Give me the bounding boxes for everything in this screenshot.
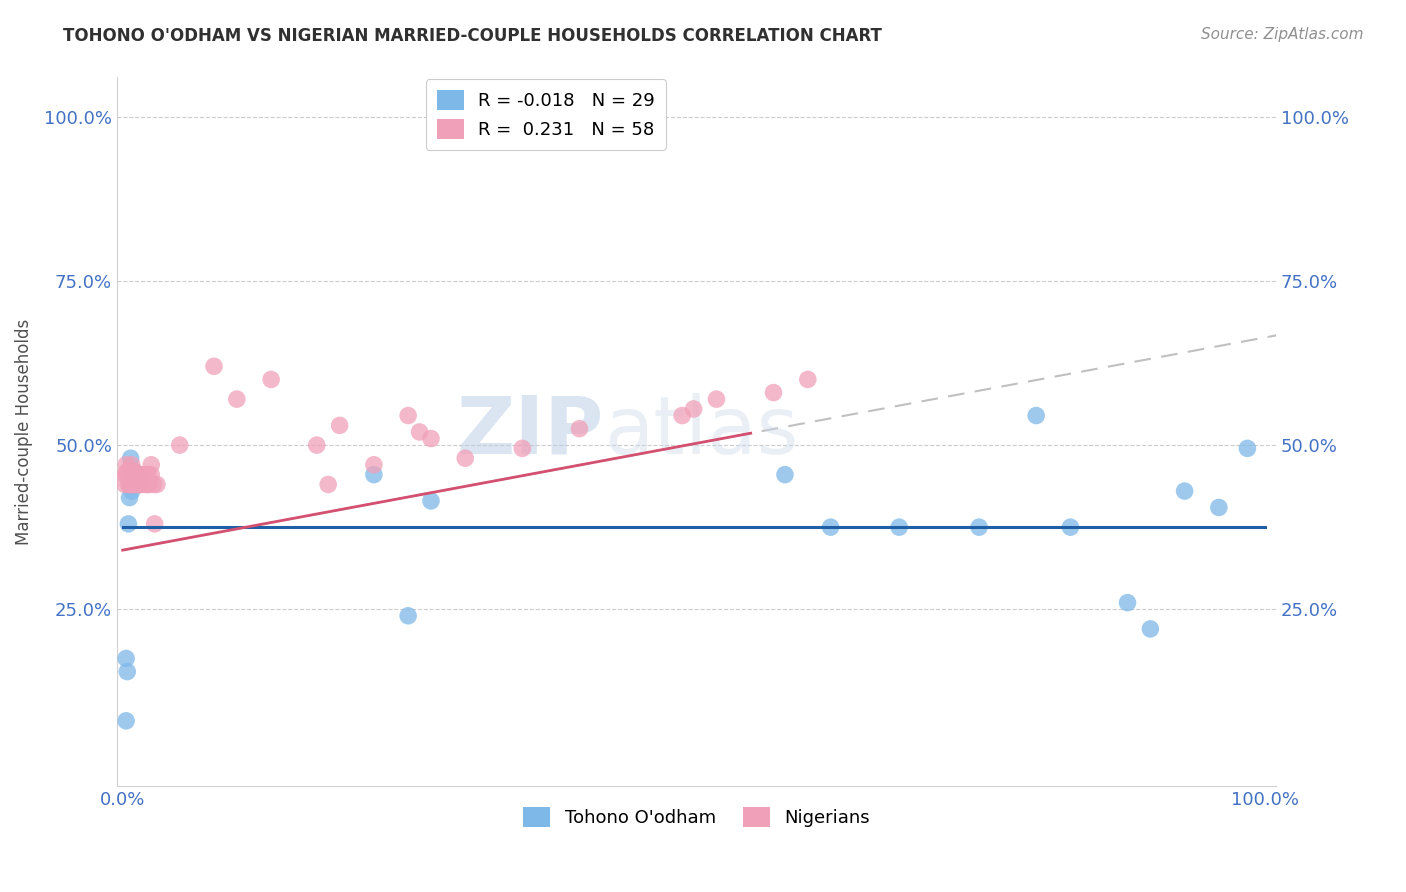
Point	[1059, 520, 1081, 534]
Point	[136, 467, 159, 482]
Point	[122, 464, 145, 478]
Point	[260, 372, 283, 386]
Point	[329, 418, 352, 433]
Point	[120, 451, 142, 466]
Point	[889, 520, 911, 534]
Point	[225, 392, 247, 406]
Point	[121, 477, 143, 491]
Point	[134, 467, 156, 482]
Point	[122, 464, 145, 478]
Point	[138, 477, 160, 491]
Point	[1208, 500, 1230, 515]
Point	[773, 467, 796, 482]
Point	[129, 477, 152, 491]
Point	[120, 467, 142, 482]
Point	[115, 714, 138, 728]
Point	[762, 385, 785, 400]
Point	[118, 471, 141, 485]
Y-axis label: Married-couple Households: Married-couple Households	[15, 318, 32, 545]
Legend: Tohono O'odham, Nigerians: Tohono O'odham, Nigerians	[516, 800, 877, 834]
Point	[122, 477, 145, 491]
Point	[396, 409, 419, 423]
Point	[117, 467, 139, 482]
Point	[120, 477, 142, 491]
Point	[117, 464, 139, 478]
Point	[114, 477, 136, 491]
Point	[121, 464, 143, 478]
Point	[512, 442, 534, 456]
Point	[135, 477, 157, 491]
Point	[127, 467, 149, 482]
Point	[127, 477, 149, 491]
Point	[797, 372, 820, 386]
Point	[122, 467, 145, 482]
Point	[121, 484, 143, 499]
Point	[118, 467, 141, 482]
Point	[1139, 622, 1161, 636]
Point	[120, 477, 142, 491]
Point	[1236, 442, 1258, 456]
Point	[122, 467, 145, 482]
Point	[454, 451, 477, 466]
Point	[118, 477, 141, 491]
Point	[122, 477, 145, 491]
Point	[363, 467, 385, 482]
Point	[671, 409, 693, 423]
Point	[141, 467, 163, 482]
Point	[682, 402, 704, 417]
Point	[1025, 409, 1047, 423]
Point	[142, 477, 165, 491]
Point	[122, 477, 145, 491]
Point	[125, 477, 148, 491]
Point	[316, 477, 339, 491]
Point	[121, 458, 143, 472]
Point	[305, 438, 328, 452]
Point	[124, 477, 146, 491]
Point	[146, 477, 169, 491]
Point	[132, 467, 155, 482]
Point	[967, 520, 990, 534]
Point	[408, 425, 430, 439]
Point	[420, 494, 443, 508]
Point	[124, 467, 146, 482]
Point	[202, 359, 225, 374]
Point	[1174, 484, 1197, 499]
Point	[121, 467, 143, 482]
Text: atlas: atlas	[603, 393, 799, 471]
Point	[141, 458, 163, 472]
Point	[122, 467, 145, 482]
Point	[115, 458, 138, 472]
Point	[1116, 596, 1139, 610]
Point	[118, 491, 141, 505]
Point	[114, 467, 136, 482]
Text: TOHONO O'ODHAM VS NIGERIAN MARRIED-COUPLE HOUSEHOLDS CORRELATION CHART: TOHONO O'ODHAM VS NIGERIAN MARRIED-COUPL…	[63, 27, 882, 45]
Point	[134, 477, 156, 491]
Point	[568, 422, 591, 436]
Point	[420, 432, 443, 446]
Point	[128, 477, 150, 491]
Point	[169, 438, 191, 452]
Point	[117, 467, 139, 482]
Point	[117, 477, 139, 491]
Point	[117, 464, 139, 478]
Point	[117, 665, 139, 679]
Point	[125, 467, 148, 482]
Point	[820, 520, 842, 534]
Point	[128, 467, 150, 482]
Text: ZIP: ZIP	[457, 393, 603, 471]
Text: Source: ZipAtlas.com: Source: ZipAtlas.com	[1201, 27, 1364, 42]
Point	[117, 516, 139, 531]
Point	[706, 392, 728, 406]
Point	[396, 608, 419, 623]
Point	[115, 467, 138, 482]
Point	[115, 651, 138, 665]
Point	[363, 458, 385, 472]
Point	[143, 516, 166, 531]
